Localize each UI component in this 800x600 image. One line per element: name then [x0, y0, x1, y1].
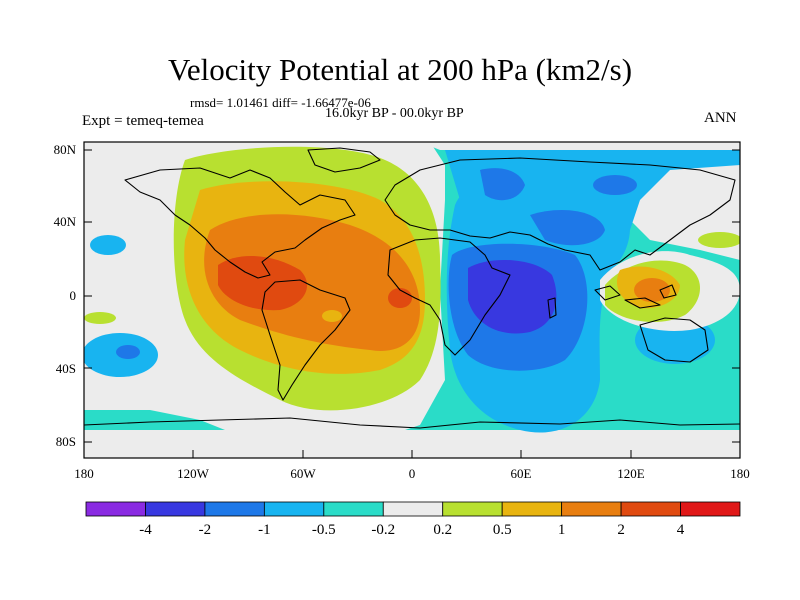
- colorbar-label: -0.5: [311, 522, 336, 538]
- colorbar-swatch-6: [442, 501, 503, 517]
- lat-label-0: 0: [69, 288, 77, 303]
- colorbar-label: -4: [139, 522, 152, 538]
- colorbar-label: 4: [676, 522, 685, 538]
- colorbar-label: 0.5: [492, 522, 512, 538]
- colorbar-swatch-0: [85, 501, 146, 517]
- lon-label-60e: 60E: [510, 466, 532, 481]
- lon-label-120e: 120E: [617, 466, 645, 481]
- contour-fill-field: [84, 142, 740, 458]
- coastline-indonesia: [594, 284, 677, 309]
- experiment-label: Expt = temeq-temea: [82, 113, 204, 129]
- colorbar-swatch-3: [263, 501, 325, 517]
- lat-label-80s: 80S: [55, 434, 76, 449]
- negative-anomaly-indian-ocean: [84, 150, 740, 433]
- lat-label-40s: 40S: [55, 361, 76, 376]
- coastline-africa: [387, 237, 511, 356]
- colorbar: [85, 501, 741, 517]
- positive-anomaly-americas: [173, 146, 441, 411]
- coastline-greenland: [307, 147, 381, 173]
- colorbar-swatch-1: [145, 501, 206, 517]
- colorbar-label: 2: [617, 522, 625, 538]
- colorbar-swatch-2: [204, 501, 265, 517]
- coastline-south-america: [261, 279, 351, 401]
- colorbar-label: -0.2: [371, 522, 396, 538]
- colorbar-swatch-10: [680, 501, 741, 517]
- rmsd-diff-stats: rmsd= 1.01461 diff= -1.66477e-06: [190, 95, 371, 110]
- colorbar-swatch-7: [501, 501, 563, 517]
- coastline-antarctica: [84, 417, 740, 429]
- colorbar-label: -1: [258, 522, 271, 538]
- colorbar-label: 0.2: [433, 522, 453, 538]
- colorbar-swatch-9: [620, 501, 681, 517]
- colorbar-swatch-4: [323, 501, 384, 517]
- lon-label-180-east: 180: [730, 466, 750, 481]
- coastline-australia: [639, 317, 709, 363]
- coastline-north-america: [124, 167, 356, 279]
- colorbar-swatch-8: [561, 501, 622, 517]
- time-period: 16.0kyr BP - 00.0kyr BP: [325, 106, 464, 121]
- lat-label-40n: 40N: [53, 214, 76, 229]
- lon-label-120w: 120W: [177, 466, 209, 481]
- season-label: ANN: [704, 110, 737, 126]
- lon-label-180-west: 180: [74, 466, 94, 481]
- plot-title: Velocity Potential at 200 hPa (km2/s): [167, 52, 633, 87]
- coastline-madagascar: [547, 297, 557, 319]
- colorbar-label: 1: [557, 522, 566, 538]
- coastline-eurasia: [384, 157, 736, 271]
- coastlines: [84, 147, 740, 429]
- colorbar-label: -2: [198, 522, 212, 538]
- lon-label-0: 0: [408, 466, 416, 481]
- lat-label-80n: 80N: [53, 142, 76, 157]
- axis-ticks: [84, 149, 740, 458]
- colorbar-swatch-5: [382, 501, 444, 517]
- lon-label-60w: 60W: [290, 466, 316, 481]
